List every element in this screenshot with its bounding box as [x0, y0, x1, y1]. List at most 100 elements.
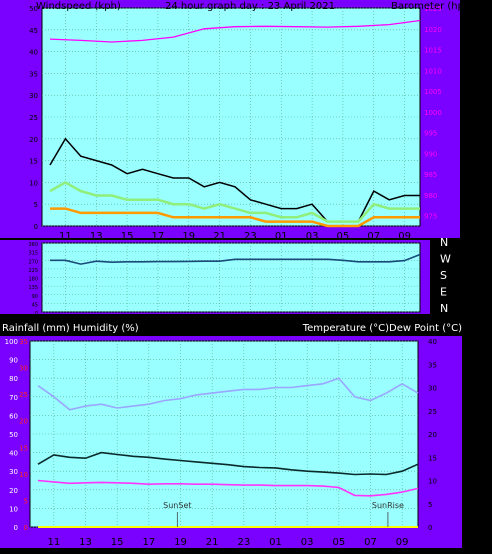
x-tick-label: 03	[306, 231, 319, 242]
x-tick-label: 11	[47, 537, 60, 548]
x-tick-label: 01	[269, 537, 282, 548]
x-tick-label: 13	[90, 231, 103, 242]
y-tick-label: 10	[29, 179, 38, 187]
series-line	[37, 479, 419, 497]
y-tick-label: 20	[19, 418, 28, 426]
y-tick-label: 10	[428, 478, 437, 486]
series-line	[50, 207, 420, 228]
y-tick-label: 1025	[424, 5, 442, 13]
y-tick-label: 15	[29, 158, 38, 166]
y-tick-label: 0	[24, 524, 28, 532]
x-tick-label: 09	[396, 537, 409, 548]
y-tick-label: 975	[424, 213, 437, 221]
x-tick-label: 07	[364, 537, 377, 548]
y-tick-label: 0	[428, 524, 432, 532]
y-tick-label: 80	[9, 375, 18, 383]
y-tick-label: 20	[29, 136, 38, 144]
y-tick-label: 0	[14, 524, 18, 532]
wind-panel-right-strip	[430, 0, 460, 238]
y-tick-label: 45	[32, 302, 38, 308]
x-tick-label: 11	[59, 231, 72, 242]
y-tick-label: 0	[35, 311, 38, 317]
y-tick-label: 1010	[424, 67, 442, 75]
x-tick-label: 05	[332, 537, 345, 548]
compass-label: E	[440, 286, 447, 299]
y-tick-label: 180	[28, 277, 38, 283]
x-tick-label: 21	[213, 231, 226, 242]
series-line	[37, 451, 419, 476]
y-tick-label: 30	[29, 92, 38, 100]
y-tick-label: 5	[428, 501, 432, 509]
y-tick-label: 225	[28, 268, 38, 274]
y-tick-label: 45	[29, 27, 38, 35]
series-line	[37, 377, 419, 411]
temp-plot-area	[29, 340, 419, 528]
y-tick-label: 60	[9, 412, 18, 420]
x-tick-label: 17	[152, 231, 165, 242]
compass-label: N	[440, 236, 448, 249]
x-tick-label: 05	[337, 231, 350, 242]
x-tick-label: 09	[398, 231, 411, 242]
y-tick-label: 90	[32, 294, 38, 300]
y-tick-label: 30	[9, 468, 18, 476]
x-tick-label: 19	[182, 231, 195, 242]
y-tick-label: 100	[5, 338, 18, 346]
y-tick-label: 35	[29, 70, 38, 78]
x-tick-label: 23	[244, 231, 257, 242]
y-tick-label: 25	[29, 114, 38, 122]
x-tick-label: 21	[206, 537, 219, 548]
y-tick-label: 980	[424, 192, 437, 200]
compass-label: N	[440, 302, 448, 315]
y-tick-label: 20	[9, 487, 18, 495]
y-tick-label: 35	[428, 361, 437, 369]
temp-left-axis-label: Rainfall (mm) Humidity (%)	[2, 323, 139, 334]
annotation-label: SunSet	[163, 501, 191, 510]
y-tick-label: 50	[9, 431, 18, 439]
y-tick-label: 360	[28, 242, 38, 248]
y-tick-label: 1005	[424, 88, 442, 96]
y-tick-label: 25	[428, 408, 437, 416]
y-tick-label: 0	[34, 223, 38, 231]
y-tick-label: 10	[19, 471, 28, 479]
x-tick-label: 07	[367, 231, 380, 242]
y-tick-label: 30	[19, 365, 28, 373]
wind-right-axis-label: Barometer (hpa)	[391, 1, 474, 12]
y-tick-label: 5	[24, 497, 28, 505]
y-tick-label: 20	[428, 431, 437, 439]
x-tick-label: 19	[174, 537, 187, 548]
series-line	[49, 180, 420, 223]
y-tick-label: 40	[428, 338, 437, 346]
y-tick-label: 10	[9, 505, 18, 513]
chart-title: 24 hour graph day : 23 April 2021	[165, 1, 335, 12]
y-tick-label: 30	[428, 385, 437, 393]
y-tick-label: 995	[424, 130, 437, 138]
y-tick-label: 15	[428, 454, 437, 462]
y-tick-label: 990	[424, 150, 437, 158]
compass-label: S	[440, 269, 447, 282]
y-tick-label: 70	[9, 394, 18, 402]
y-tick-label: 1020	[424, 26, 442, 34]
temp-right-axis-label: Temperature (°C)Dew Point (°C)	[302, 323, 462, 334]
x-tick-label: 23	[237, 537, 250, 548]
y-tick-label: 50	[29, 5, 38, 13]
y-tick-label: 315	[28, 251, 38, 257]
y-tick-label: 135	[28, 285, 38, 291]
series-line	[50, 253, 421, 265]
compass-label: W	[440, 253, 451, 266]
annotation-label: SunRise	[372, 501, 404, 510]
y-tick-label: 90	[9, 357, 18, 365]
series-line	[49, 19, 421, 43]
x-tick-label: 15	[121, 231, 134, 242]
y-tick-label: 5	[34, 201, 38, 209]
x-tick-label: 13	[79, 537, 92, 548]
x-tick-label: 17	[142, 537, 155, 548]
y-tick-label: 985	[424, 171, 437, 179]
y-tick-label: 1000	[424, 109, 442, 117]
y-tick-label: 40	[29, 49, 38, 57]
x-tick-label: 01	[275, 231, 288, 242]
y-tick-label: 1015	[424, 47, 442, 55]
y-tick-label: 25	[19, 391, 28, 399]
x-tick-label: 03	[301, 537, 314, 548]
y-tick-label: 270	[28, 259, 38, 265]
